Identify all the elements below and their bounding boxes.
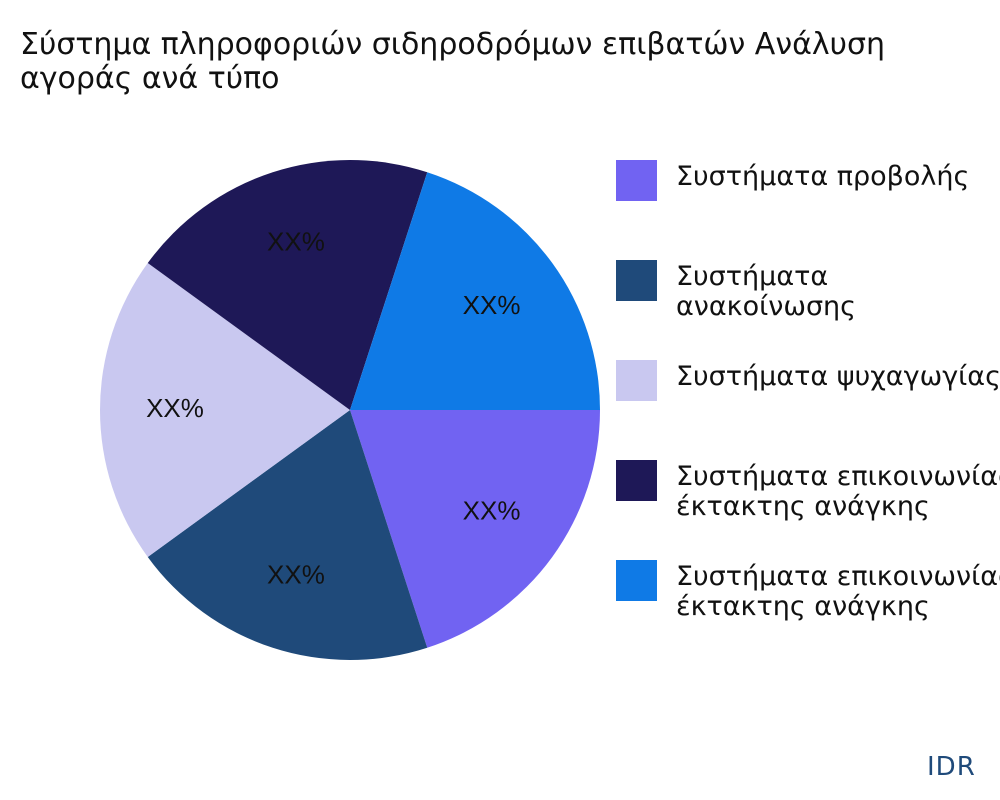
pie-slice-2 — [147, 410, 428, 660]
legend-item-2: Συστήματα ανακοίνωσης — [616, 258, 1000, 322]
legend-swatch-4 — [616, 460, 657, 501]
pie-slice-label-2: XX% — [267, 559, 325, 589]
legend-swatch-2 — [616, 260, 657, 301]
chart-title-line-2: αγοράς ανά τύπο — [20, 61, 280, 96]
legend-label-4: Συστήματα επικοινωνίας έκτακτης ανάγκης — [676, 461, 1000, 522]
legend-label-1: Συστήματα προβολής — [676, 161, 970, 192]
pie-slices — [100, 160, 600, 660]
legend-item-4: Συστήματα επικοινωνίας έκτακτης ανάγκης — [616, 458, 1000, 522]
legend-item-3: Συστήματα ψυχαγωγίας — [616, 358, 1000, 418]
legend-item-5: Συστήματα επικοινωνίας έκτακτης ανάγκης — [616, 558, 1000, 622]
legend-label-2: Συστήματα ανακοίνωσης — [676, 261, 857, 322]
pie-slice-label-1: XX% — [463, 496, 521, 526]
chart-title-line-1: Σύστημα πληροφοριών σιδηροδρόμων επιβατώ… — [20, 27, 885, 62]
pie-slice-label-5: XX% — [463, 290, 521, 320]
pie-slice-1 — [350, 410, 600, 648]
legend-swatch-5 — [616, 560, 657, 601]
chart-title: Σύστημα πληροφοριών σιδηροδρόμων επιβατώ… — [20, 28, 1000, 96]
brand-logo: IDR — [927, 752, 976, 782]
legend-label-3: Συστήματα ψυχαγωγίας — [676, 361, 1000, 392]
pie-slice-label-4: XX% — [267, 226, 325, 256]
legend-label-5: Συστήματα επικοινωνίας έκτακτης ανάγκης — [676, 561, 1000, 622]
pie-slice-label-3: XX% — [146, 393, 204, 423]
pie-slice-4 — [147, 160, 428, 410]
legend-item-1: Συστήματα προβολής — [616, 158, 1000, 218]
legend-swatch-1 — [616, 160, 657, 201]
pie-slice-3 — [100, 263, 350, 557]
pie-slice-5 — [350, 172, 600, 410]
pie-slice-labels: XX% XX% XX% XX% XX% — [146, 226, 520, 589]
legend-swatch-3 — [616, 360, 657, 401]
